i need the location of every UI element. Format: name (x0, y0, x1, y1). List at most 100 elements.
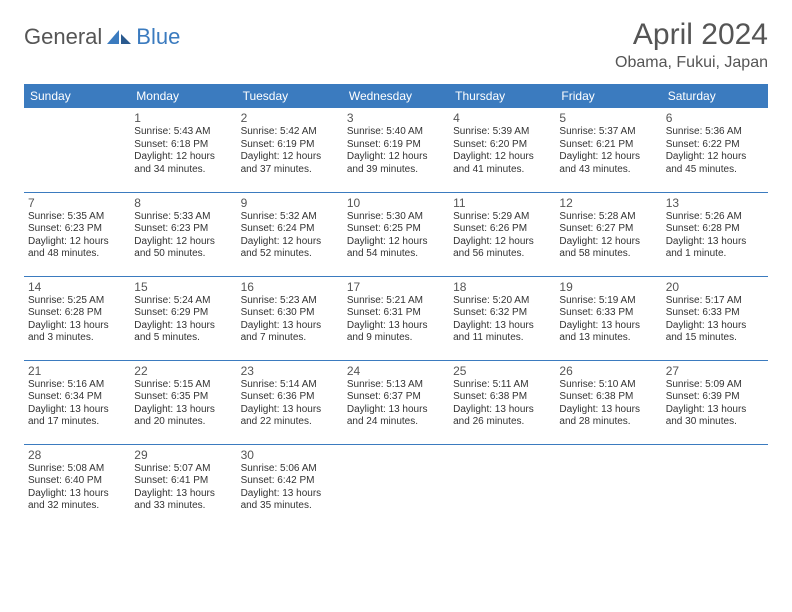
day-number: 15 (134, 280, 232, 294)
calendar-day-cell: 8Sunrise: 5:33 AMSunset: 6:23 PMDaylight… (130, 192, 236, 276)
day-info: Sunrise: 5:14 AMSunset: 6:36 PMDaylight:… (241, 379, 339, 429)
calendar-week-row: 21Sunrise: 5:16 AMSunset: 6:34 PMDayligh… (24, 360, 768, 444)
day-info: Sunrise: 5:17 AMSunset: 6:33 PMDaylight:… (666, 295, 764, 345)
day-info: Sunrise: 5:07 AMSunset: 6:41 PMDaylight:… (134, 463, 232, 513)
day-number: 1 (134, 111, 232, 125)
day-info: Sunrise: 5:19 AMSunset: 6:33 PMDaylight:… (559, 295, 657, 345)
calendar-day-cell: 7Sunrise: 5:35 AMSunset: 6:23 PMDaylight… (24, 192, 130, 276)
logo-text-blue: Blue (136, 24, 180, 50)
day-number: 27 (666, 364, 764, 378)
day-info: Sunrise: 5:25 AMSunset: 6:28 PMDaylight:… (28, 295, 126, 345)
day-number: 16 (241, 280, 339, 294)
weekday-header: Sunday (24, 84, 130, 108)
weekday-header: Tuesday (237, 84, 343, 108)
calendar-day-cell: 26Sunrise: 5:10 AMSunset: 6:38 PMDayligh… (555, 360, 661, 444)
calendar-day-cell: 21Sunrise: 5:16 AMSunset: 6:34 PMDayligh… (24, 360, 130, 444)
weekday-header: Saturday (662, 84, 768, 108)
day-number: 21 (28, 364, 126, 378)
day-info: Sunrise: 5:10 AMSunset: 6:38 PMDaylight:… (559, 379, 657, 429)
calendar-day-cell: 23Sunrise: 5:14 AMSunset: 6:36 PMDayligh… (237, 360, 343, 444)
day-number: 30 (241, 448, 339, 462)
day-number: 14 (28, 280, 126, 294)
day-number: 10 (347, 196, 445, 210)
logo: General Blue (24, 24, 180, 50)
day-info: Sunrise: 5:06 AMSunset: 6:42 PMDaylight:… (241, 463, 339, 513)
day-info: Sunrise: 5:35 AMSunset: 6:23 PMDaylight:… (28, 211, 126, 261)
calendar-day-cell: 4Sunrise: 5:39 AMSunset: 6:20 PMDaylight… (449, 108, 555, 192)
day-info: Sunrise: 5:43 AMSunset: 6:18 PMDaylight:… (134, 126, 232, 176)
calendar-day-cell: 18Sunrise: 5:20 AMSunset: 6:32 PMDayligh… (449, 276, 555, 360)
calendar-empty-cell (555, 444, 661, 528)
day-info: Sunrise: 5:30 AMSunset: 6:25 PMDaylight:… (347, 211, 445, 261)
day-number: 6 (666, 111, 764, 125)
calendar-day-cell: 17Sunrise: 5:21 AMSunset: 6:31 PMDayligh… (343, 276, 449, 360)
calendar-empty-cell (449, 444, 555, 528)
day-number: 5 (559, 111, 657, 125)
day-info: Sunrise: 5:28 AMSunset: 6:27 PMDaylight:… (559, 211, 657, 261)
day-info: Sunrise: 5:24 AMSunset: 6:29 PMDaylight:… (134, 295, 232, 345)
day-info: Sunrise: 5:29 AMSunset: 6:26 PMDaylight:… (453, 211, 551, 261)
calendar-week-row: 28Sunrise: 5:08 AMSunset: 6:40 PMDayligh… (24, 444, 768, 528)
day-info: Sunrise: 5:42 AMSunset: 6:19 PMDaylight:… (241, 126, 339, 176)
calendar-week-row: 7Sunrise: 5:35 AMSunset: 6:23 PMDaylight… (24, 192, 768, 276)
calendar-day-cell: 1Sunrise: 5:43 AMSunset: 6:18 PMDaylight… (130, 108, 236, 192)
day-info: Sunrise: 5:36 AMSunset: 6:22 PMDaylight:… (666, 126, 764, 176)
calendar-header-row: SundayMondayTuesdayWednesdayThursdayFrid… (24, 84, 768, 108)
day-number: 18 (453, 280, 551, 294)
day-number: 9 (241, 196, 339, 210)
calendar-day-cell: 10Sunrise: 5:30 AMSunset: 6:25 PMDayligh… (343, 192, 449, 276)
day-number: 25 (453, 364, 551, 378)
day-number: 23 (241, 364, 339, 378)
header: General Blue April 2024 Obama, Fukui, Ja… (0, 0, 792, 78)
day-number: 28 (28, 448, 126, 462)
day-info: Sunrise: 5:15 AMSunset: 6:35 PMDaylight:… (134, 379, 232, 429)
weekday-header: Thursday (449, 84, 555, 108)
calendar-day-cell: 11Sunrise: 5:29 AMSunset: 6:26 PMDayligh… (449, 192, 555, 276)
calendar-day-cell: 24Sunrise: 5:13 AMSunset: 6:37 PMDayligh… (343, 360, 449, 444)
day-info: Sunrise: 5:37 AMSunset: 6:21 PMDaylight:… (559, 126, 657, 176)
day-info: Sunrise: 5:39 AMSunset: 6:20 PMDaylight:… (453, 126, 551, 176)
calendar-body: 1Sunrise: 5:43 AMSunset: 6:18 PMDaylight… (24, 108, 768, 528)
day-info: Sunrise: 5:13 AMSunset: 6:37 PMDaylight:… (347, 379, 445, 429)
day-number: 7 (28, 196, 126, 210)
day-info: Sunrise: 5:23 AMSunset: 6:30 PMDaylight:… (241, 295, 339, 345)
day-info: Sunrise: 5:21 AMSunset: 6:31 PMDaylight:… (347, 295, 445, 345)
day-number: 24 (347, 364, 445, 378)
title-block: April 2024 Obama, Fukui, Japan (615, 18, 768, 72)
calendar-day-cell: 16Sunrise: 5:23 AMSunset: 6:30 PMDayligh… (237, 276, 343, 360)
day-number: 17 (347, 280, 445, 294)
day-info: Sunrise: 5:20 AMSunset: 6:32 PMDaylight:… (453, 295, 551, 345)
logo-text-general: General (24, 24, 102, 50)
calendar-day-cell: 6Sunrise: 5:36 AMSunset: 6:22 PMDaylight… (662, 108, 768, 192)
calendar-day-cell: 3Sunrise: 5:40 AMSunset: 6:19 PMDaylight… (343, 108, 449, 192)
day-number: 26 (559, 364, 657, 378)
calendar-empty-cell (343, 444, 449, 528)
day-number: 19 (559, 280, 657, 294)
day-info: Sunrise: 5:40 AMSunset: 6:19 PMDaylight:… (347, 126, 445, 176)
calendar-day-cell: 28Sunrise: 5:08 AMSunset: 6:40 PMDayligh… (24, 444, 130, 528)
day-number: 2 (241, 111, 339, 125)
calendar-day-cell: 14Sunrise: 5:25 AMSunset: 6:28 PMDayligh… (24, 276, 130, 360)
calendar-day-cell: 15Sunrise: 5:24 AMSunset: 6:29 PMDayligh… (130, 276, 236, 360)
day-number: 3 (347, 111, 445, 125)
calendar-day-cell: 29Sunrise: 5:07 AMSunset: 6:41 PMDayligh… (130, 444, 236, 528)
day-info: Sunrise: 5:08 AMSunset: 6:40 PMDaylight:… (28, 463, 126, 513)
calendar-empty-cell (662, 444, 768, 528)
calendar-day-cell: 27Sunrise: 5:09 AMSunset: 6:39 PMDayligh… (662, 360, 768, 444)
calendar-week-row: 1Sunrise: 5:43 AMSunset: 6:18 PMDaylight… (24, 108, 768, 192)
calendar-day-cell: 25Sunrise: 5:11 AMSunset: 6:38 PMDayligh… (449, 360, 555, 444)
day-number: 11 (453, 196, 551, 210)
day-number: 8 (134, 196, 232, 210)
location-label: Obama, Fukui, Japan (615, 54, 768, 72)
day-info: Sunrise: 5:32 AMSunset: 6:24 PMDaylight:… (241, 211, 339, 261)
calendar-day-cell: 9Sunrise: 5:32 AMSunset: 6:24 PMDaylight… (237, 192, 343, 276)
weekday-header: Wednesday (343, 84, 449, 108)
day-number: 13 (666, 196, 764, 210)
day-number: 12 (559, 196, 657, 210)
calendar-day-cell: 19Sunrise: 5:19 AMSunset: 6:33 PMDayligh… (555, 276, 661, 360)
calendar-day-cell: 2Sunrise: 5:42 AMSunset: 6:19 PMDaylight… (237, 108, 343, 192)
day-info: Sunrise: 5:26 AMSunset: 6:28 PMDaylight:… (666, 211, 764, 261)
month-title: April 2024 (615, 18, 768, 52)
calendar-day-cell: 5Sunrise: 5:37 AMSunset: 6:21 PMDaylight… (555, 108, 661, 192)
day-info: Sunrise: 5:16 AMSunset: 6:34 PMDaylight:… (28, 379, 126, 429)
